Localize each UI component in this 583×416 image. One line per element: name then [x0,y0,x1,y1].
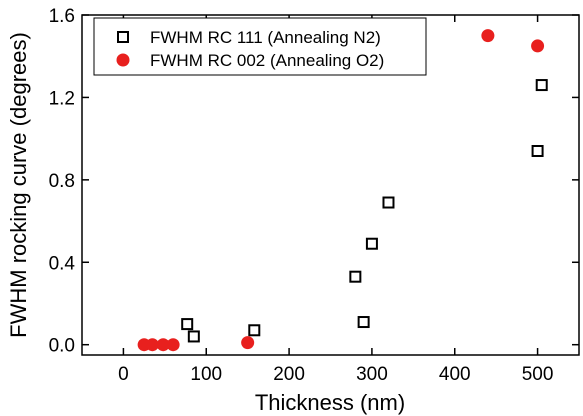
axis-ticks: 0 100 200 300 400 500 0.0 0.4 0.8 1.2 1.6 [49,6,579,385]
data-point-series-1 [248,324,261,337]
data-point-series-1 [349,270,362,283]
x-tick-label: 100 [190,364,222,385]
legend-label-series-1: FWHM RC 111 (Annealing N2) [150,28,381,47]
y-axis-title: FWHM rocking curve (degrees) [6,32,31,338]
y-tick-label: 0.8 [49,171,75,192]
data-point-series-1 [365,237,378,250]
x-tick-label: 200 [273,364,305,385]
data-point-series-1 [187,330,200,343]
x-tick-label: 500 [522,364,554,385]
data-point-series-2 [241,336,255,350]
y-tick-label: 0.0 [49,336,75,357]
data-point-series-2 [145,338,159,352]
x-tick-label: 0 [118,364,129,385]
data-point-series-1 [382,196,395,209]
legend-label-series-2: FWHM RC 002 (Annealing O2) [150,51,384,70]
y-tick-label: 1.2 [49,88,75,109]
data-point-series-2 [531,39,545,53]
data-point-series-2 [166,338,180,352]
plot-frame [81,14,580,356]
data-point-series-1 [181,318,194,331]
legend-box [93,17,427,76]
y-tick-label: 0.4 [49,253,76,274]
x-tick-label: 300 [356,364,388,385]
legend: FWHM RC 111 (Annealing N2) FWHM RC 002 (… [93,17,427,76]
data-point-series-1 [531,145,544,157]
data-point-series-1 [535,79,548,92]
data-point-series-1 [357,316,370,329]
data-point-series-2 [481,29,495,43]
legend-marker-series-2 [116,53,130,67]
legend-marker-series-1 [117,31,129,43]
data-point-series-2 [156,338,170,352]
x-tick-label: 400 [439,364,471,385]
data-marks [137,29,548,352]
y-tick-label: 1.6 [49,6,75,27]
x-axis-title: Thickness (nm) [255,390,405,415]
